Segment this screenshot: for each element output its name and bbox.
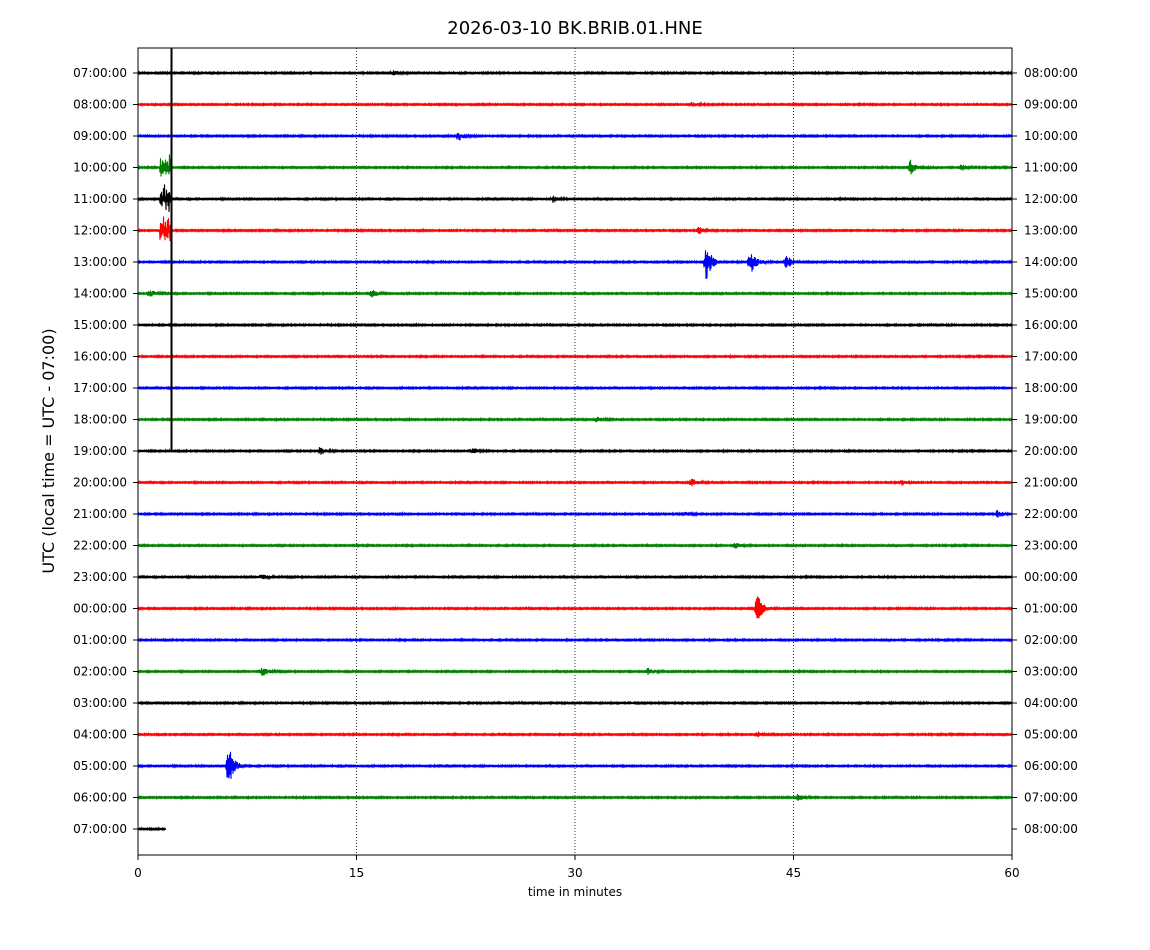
x-tick-label: 45 — [786, 866, 801, 880]
x-tick-label: 30 — [567, 866, 582, 880]
y-tick-label-left: 23:00:00 — [73, 570, 127, 584]
y-tick-label-right: 08:00:00 — [1024, 822, 1078, 836]
y-tick-label-left: 08:00:00 — [73, 98, 127, 112]
y-tick-label-right: 08:00:00 — [1024, 66, 1078, 80]
y-tick-label-left: 03:00:00 — [73, 696, 127, 710]
y-tick-label-left: 14:00:00 — [73, 287, 127, 301]
y-tick-label-left: 02:00:00 — [73, 665, 127, 679]
y-tick-label-right: 13:00:00 — [1024, 224, 1078, 238]
y-tick-label-right: 21:00:00 — [1024, 476, 1078, 490]
y-tick-label-right: 03:00:00 — [1024, 665, 1078, 679]
y-tick-label-left: 07:00:00 — [73, 66, 127, 80]
x-tick-label: 60 — [1004, 866, 1019, 880]
x-tick-label: 15 — [349, 866, 364, 880]
y-tick-label-right: 11:00:00 — [1024, 161, 1078, 175]
seismogram-traces — [137, 48, 1013, 832]
y-tick-label-right: 16:00:00 — [1024, 318, 1078, 332]
y-tick-label-left: 07:00:00 — [73, 822, 127, 836]
y-tick-label-left: 11:00:00 — [73, 192, 127, 206]
y-tick-label-right: 12:00:00 — [1024, 192, 1078, 206]
y-tick-label-right: 06:00:00 — [1024, 759, 1078, 773]
y-tick-label-left: 17:00:00 — [73, 381, 127, 395]
y-tick-label-left: 18:00:00 — [73, 413, 127, 427]
y-tick-label-left: 20:00:00 — [73, 476, 127, 490]
y-tick-label-right: 02:00:00 — [1024, 633, 1078, 647]
y-tick-label-right: 15:00:00 — [1024, 287, 1078, 301]
y-tick-label-left: 12:00:00 — [73, 224, 127, 238]
axis-ticks: 07:00:00 08:00:00 08:00:00 09:00:00 09:00:00… — [73, 66, 1078, 880]
y-tick-label-right: 01:00:00 — [1024, 602, 1078, 616]
y-tick-label-right: 23:00:00 — [1024, 539, 1078, 553]
y-tick-label-right: 20:00:00 — [1024, 444, 1078, 458]
y-tick-label-right: 19:00:00 — [1024, 413, 1078, 427]
y-tick-label-left: 06:00:00 — [73, 791, 127, 805]
y-tick-label-right: 04:00:00 — [1024, 696, 1078, 710]
y-tick-label-left: 19:00:00 — [73, 444, 127, 458]
y-tick-label-right: 07:00:00 — [1024, 791, 1078, 805]
y-tick-label-left: 21:00:00 — [73, 507, 127, 521]
y-axis-label: UTC (local time = UTC - 07:00) — [39, 328, 58, 573]
y-tick-label-right: 14:00:00 — [1024, 255, 1078, 269]
y-tick-label-left: 15:00:00 — [73, 318, 127, 332]
chart-title: 2026-03-10 BK.BRIB.01.HNE — [447, 18, 702, 39]
y-tick-label-right: 10:00:00 — [1024, 129, 1078, 143]
y-tick-label-left: 09:00:00 — [73, 129, 127, 143]
y-tick-label-left: 22:00:00 — [73, 539, 127, 553]
y-tick-label-left: 13:00:00 — [73, 255, 127, 269]
grid-lines — [356, 48, 794, 855]
y-tick-label-right: 00:00:00 — [1024, 570, 1078, 584]
y-tick-label-left: 00:00:00 — [73, 602, 127, 616]
y-tick-label-right: 18:00:00 — [1024, 381, 1078, 395]
y-tick-label-right: 09:00:00 — [1024, 98, 1078, 112]
x-axis-label: time in minutes — [528, 885, 622, 899]
y-tick-label-left: 04:00:00 — [73, 728, 127, 742]
y-tick-label-left: 16:00:00 — [73, 350, 127, 364]
y-tick-label-right: 22:00:00 — [1024, 507, 1078, 521]
y-tick-label-right: 05:00:00 — [1024, 728, 1078, 742]
y-tick-label-left: 05:00:00 — [73, 759, 127, 773]
y-tick-label-right: 17:00:00 — [1024, 350, 1078, 364]
y-tick-label-left: 10:00:00 — [73, 161, 127, 175]
x-tick-label: 0 — [134, 866, 142, 880]
y-tick-label-left: 01:00:00 — [73, 633, 127, 647]
